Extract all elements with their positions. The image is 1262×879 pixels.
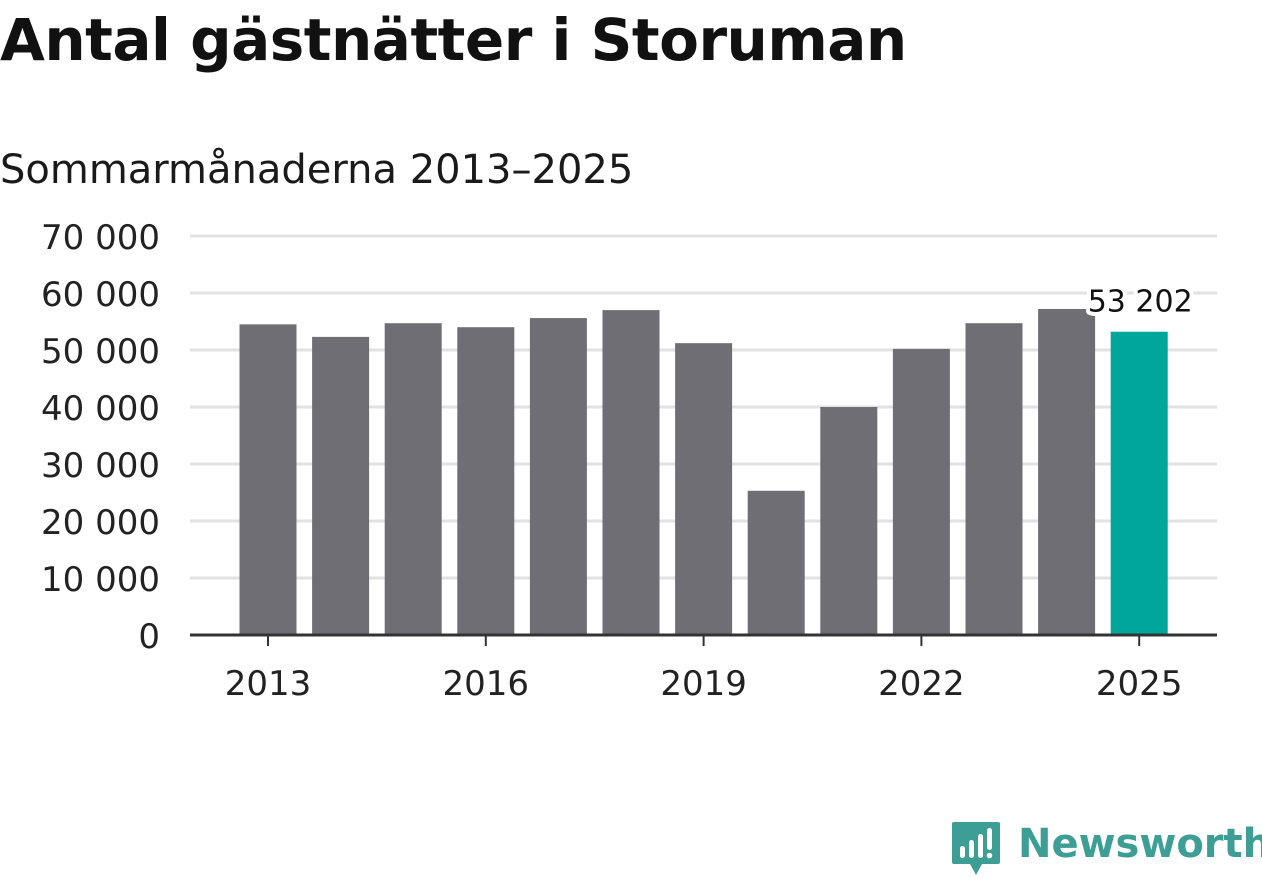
y-tick-label: 60 000	[41, 275, 160, 315]
x-tick-label: 2025	[1096, 664, 1183, 704]
chart-subtitle: Sommarmånaderna 2013–2025	[0, 147, 634, 193]
bar-2020	[747, 490, 805, 635]
x-axis	[190, 633, 1217, 646]
x-tick-label: 2013	[225, 664, 312, 704]
brand-name: Newsworthy	[1018, 821, 1262, 867]
y-tick-label: 10 000	[41, 560, 160, 600]
data-label: 53 202	[1088, 285, 1193, 320]
y-tick-label: 50 000	[41, 332, 160, 372]
bars	[239, 308, 1168, 635]
bar-2013	[239, 324, 297, 635]
bar-2016	[457, 327, 515, 635]
data-label-halo: 53 202	[1088, 285, 1193, 320]
x-tick-label: 2016	[443, 664, 530, 704]
newsworthy-logo: Newsworthy	[950, 818, 1262, 878]
bar-2019	[675, 343, 733, 635]
y-tick-label: 0	[138, 617, 160, 657]
y-tick-label: 40 000	[41, 389, 160, 429]
bar-2017	[529, 318, 587, 635]
y-axis-tick-labels: 0 10 000 20 000 30 000 40 000 50 000 60 000 70 …	[41, 218, 160, 657]
bar-chart-speech-bubble-icon	[952, 822, 1000, 875]
chart-title: Antal gästnätter i Storuman	[0, 6, 907, 74]
x-tick-label: 2022	[878, 664, 965, 704]
x-tick-label: 2019	[660, 664, 747, 704]
bar-2022	[892, 348, 950, 635]
bar-2023	[965, 323, 1023, 635]
y-tick-label: 70 000	[41, 218, 160, 258]
bar-2024	[1038, 308, 1096, 635]
bar-2025	[1110, 331, 1168, 635]
y-tick-label: 20 000	[41, 503, 160, 543]
y-tick-label: 30 000	[41, 446, 160, 486]
bar-2021	[820, 407, 878, 635]
bar-2015	[384, 323, 442, 635]
bar-2018	[602, 310, 660, 635]
bar-2014	[312, 336, 370, 635]
x-axis-tick-labels: 2013 2016 2019 2022 2025	[225, 664, 1183, 704]
